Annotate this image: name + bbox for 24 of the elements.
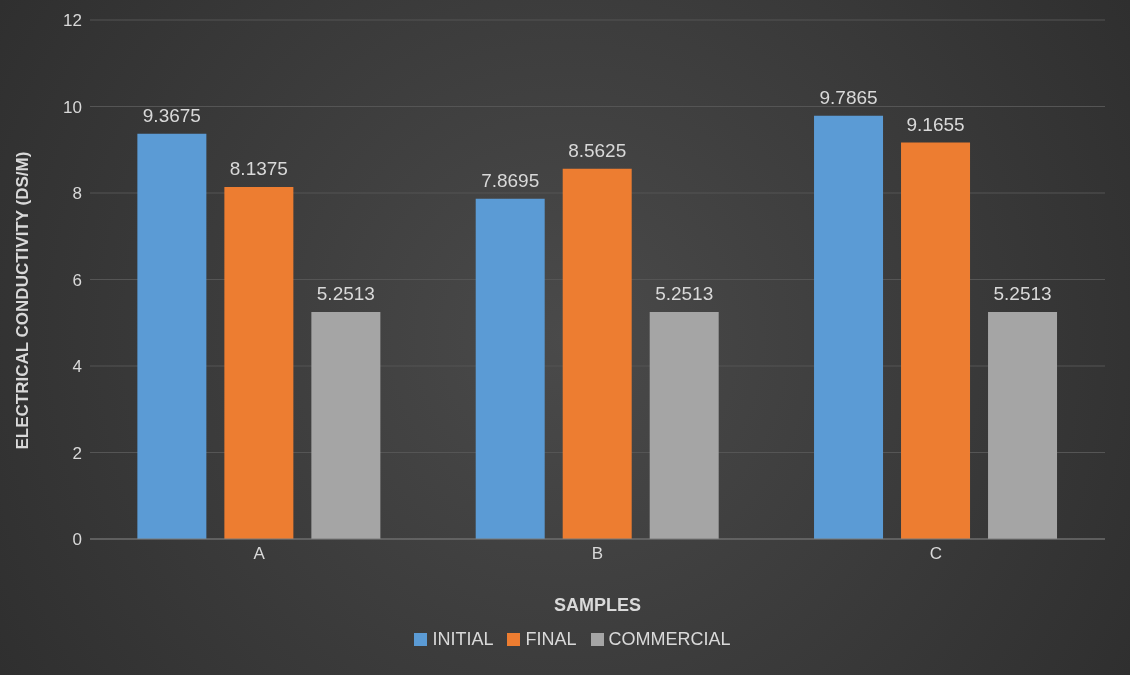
data-label: 9.1655 — [906, 113, 965, 135]
y-tick-label: 4 — [72, 357, 82, 377]
x-axis-title: SAMPLES — [553, 595, 642, 615]
legend-label: INITIAL — [432, 629, 494, 650]
data-label: 5.2513 — [655, 282, 714, 304]
y-tick-label: 2 — [72, 443, 82, 463]
data-label: 8.1375 — [229, 158, 288, 180]
y-axis-title: ELECTRICAL CONDUCTIVITY (DS/M) — [13, 151, 33, 450]
data-label: 8.5625 — [568, 139, 627, 161]
data-label: 7.8695 — [481, 169, 540, 191]
y-tick-label: 6 — [72, 270, 82, 290]
y-tick-label: 10 — [63, 97, 82, 117]
data-label: 5.2513 — [993, 282, 1052, 304]
y-tick-label: 0 — [72, 530, 82, 550]
y-tick-label: 8 — [72, 184, 82, 204]
data-label: 9.7865 — [819, 86, 878, 108]
y-tick-label: 12 — [63, 11, 82, 31]
x-tick-label: B — [591, 544, 604, 564]
data-label: 9.3675 — [142, 104, 201, 126]
legend-label: FINAL — [525, 629, 577, 650]
x-tick-label: C — [929, 544, 942, 564]
data-label: 5.2513 — [316, 282, 375, 304]
legend-label: COMMERCIAL — [608, 629, 731, 650]
x-tick-label: A — [253, 544, 266, 564]
